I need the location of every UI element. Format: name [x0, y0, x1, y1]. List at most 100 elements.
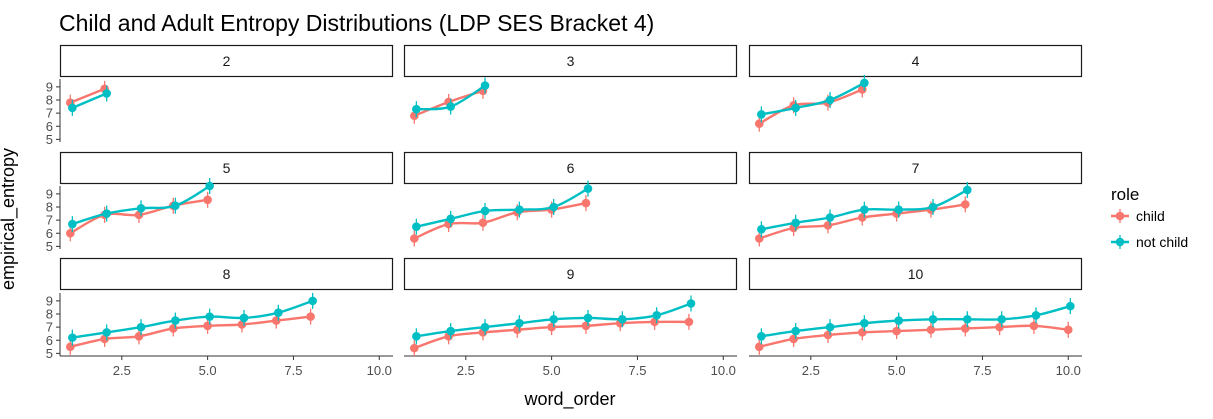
data-point-not-child	[757, 225, 766, 234]
data-point-not-child	[102, 209, 111, 218]
facet-strip-label: 10	[908, 266, 924, 282]
data-point-not-child	[480, 206, 490, 216]
legend-label: child	[1136, 208, 1165, 224]
data-point-not-child	[171, 316, 180, 325]
y-tick-label: 7	[46, 320, 53, 335]
x-tick-label: 10.0	[1056, 363, 1081, 378]
data-point-not-child	[274, 308, 283, 317]
data-point-not-child	[791, 103, 800, 113]
series-line-child	[759, 324, 1069, 348]
data-point-child	[1029, 321, 1039, 331]
data-point-child	[892, 326, 901, 336]
data-point-not-child	[928, 202, 938, 212]
y-tick-label: 5	[46, 346, 53, 361]
data-point-child	[271, 316, 281, 325]
data-point-child	[754, 119, 764, 128]
data-point-child	[960, 324, 970, 333]
data-point-not-child	[446, 214, 455, 224]
data-point-child	[754, 342, 764, 352]
facet-panel: 4	[748, 44, 1083, 132]
data-point-child	[409, 234, 419, 243]
data-point-not-child	[205, 312, 214, 321]
facet-strip-label: 9	[567, 266, 575, 282]
y-tick-label: 9	[46, 186, 53, 201]
data-point-child	[581, 198, 591, 208]
data-point-not-child	[102, 89, 111, 98]
y-tick-label: 9	[46, 293, 53, 308]
data-point-child	[684, 317, 694, 327]
y-tick-label: 6	[46, 119, 53, 134]
data-point-not-child	[686, 299, 696, 308]
y-tick-label: 7	[46, 106, 53, 121]
data-point-child	[823, 221, 833, 230]
data-point-not-child	[757, 110, 766, 119]
data-point-child	[168, 324, 178, 333]
data-point-child	[134, 332, 144, 341]
data-point-child	[995, 322, 1004, 332]
data-point-not-child	[791, 326, 800, 336]
legend-key-point	[1115, 237, 1125, 247]
data-point-child	[203, 195, 212, 205]
y-tick-label: 9	[46, 79, 53, 94]
facet-strip-label: 8	[223, 266, 231, 282]
legend-label: not child	[1136, 234, 1188, 250]
facet-panel: 10 2.5 5.0 7.5 10.0	[748, 257, 1083, 378]
y-tick-label: 8	[46, 307, 53, 322]
data-point-child	[857, 328, 867, 337]
data-point-not-child	[515, 318, 524, 328]
chart-title: Child and Adult Entropy Distributions (L…	[59, 10, 654, 36]
facet-strip-label: 4	[912, 53, 920, 69]
x-tick-label: 5.0	[543, 363, 561, 378]
data-point-not-child	[825, 322, 835, 332]
data-point-not-child	[997, 314, 1006, 324]
facet-panel: 9 2.5 5.0 7.5 10.0	[403, 257, 738, 378]
data-point-not-child	[446, 326, 455, 336]
facet-strip-label: 7	[912, 160, 920, 176]
data-point-not-child	[1066, 301, 1075, 311]
data-point-not-child	[239, 313, 249, 323]
x-tick-label: 2.5	[802, 363, 820, 378]
data-point-not-child	[825, 95, 835, 105]
x-tick-label: 10.0	[711, 363, 736, 378]
data-point-not-child	[583, 184, 593, 193]
x-tick-label: 10.0	[367, 363, 392, 378]
data-point-not-child	[412, 222, 421, 231]
x-tick-label: 5.0	[199, 363, 217, 378]
data-point-not-child	[825, 213, 835, 222]
data-point-child	[857, 213, 867, 222]
facet-strip-label: 5	[223, 160, 231, 176]
data-point-not-child	[860, 205, 869, 214]
data-point-child	[65, 342, 75, 352]
y-tick-label: 8	[46, 200, 53, 215]
data-point-child	[789, 334, 798, 344]
data-point-child	[823, 330, 833, 340]
data-point-not-child	[68, 219, 77, 229]
data-point-not-child	[68, 103, 77, 113]
x-tick-label: 2.5	[113, 363, 131, 378]
x-tick-label: 7.5	[628, 363, 646, 378]
data-point-not-child	[480, 322, 490, 332]
data-point-not-child	[791, 218, 800, 228]
data-point-child	[926, 325, 936, 335]
facet-panel: 6	[403, 151, 738, 247]
data-point-not-child	[928, 314, 938, 324]
data-point-child	[65, 228, 75, 238]
data-point-not-child	[583, 313, 593, 323]
data-point-child	[547, 322, 556, 332]
legend-key-point	[1115, 211, 1125, 221]
y-tick-label: 6	[46, 333, 53, 348]
data-point-not-child	[549, 202, 558, 212]
data-point-not-child	[894, 205, 903, 214]
x-tick-label: 7.5	[973, 363, 991, 378]
data-point-not-child	[136, 322, 146, 332]
facet-strip-label: 6	[567, 160, 575, 176]
data-point-not-child	[136, 204, 146, 213]
data-point-not-child	[894, 316, 903, 325]
data-point-not-child	[860, 78, 869, 88]
data-point-not-child	[102, 328, 111, 337]
